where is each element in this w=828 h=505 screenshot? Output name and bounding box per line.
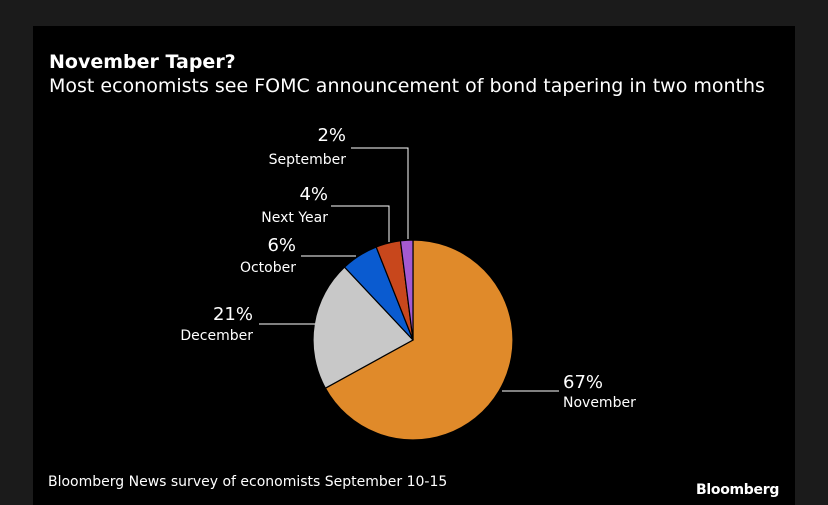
data-label-category-october: October	[240, 260, 296, 276]
pie-slice-september	[399, 239, 414, 341]
source-note: Bloomberg News survey of economists Sept…	[48, 474, 448, 490]
pie-slice-november	[324, 239, 514, 441]
leader-line-next-year	[331, 205, 390, 242]
chart-subtitle: Most economists see FOMC announcement of…	[49, 75, 765, 97]
data-label-category-december: December	[180, 328, 253, 344]
data-label-pct-december: 21%	[213, 304, 253, 325]
data-label-category-september: September	[269, 152, 347, 168]
data-label-pct-november: 67%	[563, 372, 603, 393]
data-label-pct-september: 2%	[317, 125, 346, 146]
chart-card: November Taper? Most economists see FOMC…	[33, 26, 795, 505]
data-label-pct-next-year: 4%	[299, 184, 328, 205]
chart-title: November Taper?	[49, 51, 236, 73]
data-label-pct-october: 6%	[267, 235, 296, 256]
data-label-category-next-year: Next Year	[261, 210, 328, 226]
bloomberg-logo: Bloomberg	[696, 482, 780, 498]
pie-chart: 67% November 21% December 6% October 4% Next Ye…	[180, 125, 636, 441]
data-label-category-november: November	[563, 395, 636, 411]
leader-line-september	[351, 147, 409, 239]
